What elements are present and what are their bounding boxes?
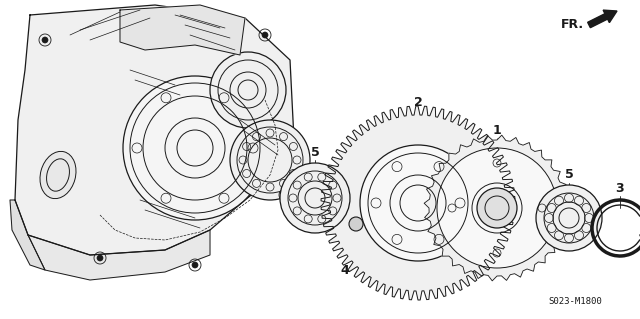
Polygon shape [120, 5, 245, 55]
Polygon shape [28, 230, 210, 280]
Text: S023-M1800: S023-M1800 [548, 298, 602, 307]
Circle shape [123, 76, 267, 220]
Circle shape [280, 163, 350, 233]
Text: 5: 5 [310, 146, 319, 160]
Polygon shape [424, 135, 570, 281]
Circle shape [42, 37, 48, 43]
Circle shape [97, 255, 103, 261]
Ellipse shape [40, 152, 76, 199]
Text: 1: 1 [493, 123, 501, 137]
Circle shape [360, 145, 476, 261]
Circle shape [282, 192, 288, 198]
Circle shape [477, 188, 517, 228]
Text: FR.: FR. [561, 19, 584, 32]
Polygon shape [10, 200, 45, 270]
Text: 5: 5 [564, 168, 573, 182]
Circle shape [210, 52, 286, 128]
Text: 2: 2 [413, 97, 422, 109]
Text: 3: 3 [616, 182, 624, 195]
Circle shape [349, 217, 363, 231]
Polygon shape [321, 106, 515, 300]
Polygon shape [15, 5, 295, 255]
Circle shape [262, 32, 268, 38]
FancyArrow shape [588, 10, 617, 28]
Circle shape [536, 185, 602, 251]
Circle shape [437, 148, 557, 268]
Circle shape [230, 120, 310, 200]
Text: 4: 4 [340, 263, 349, 277]
Circle shape [192, 262, 198, 268]
